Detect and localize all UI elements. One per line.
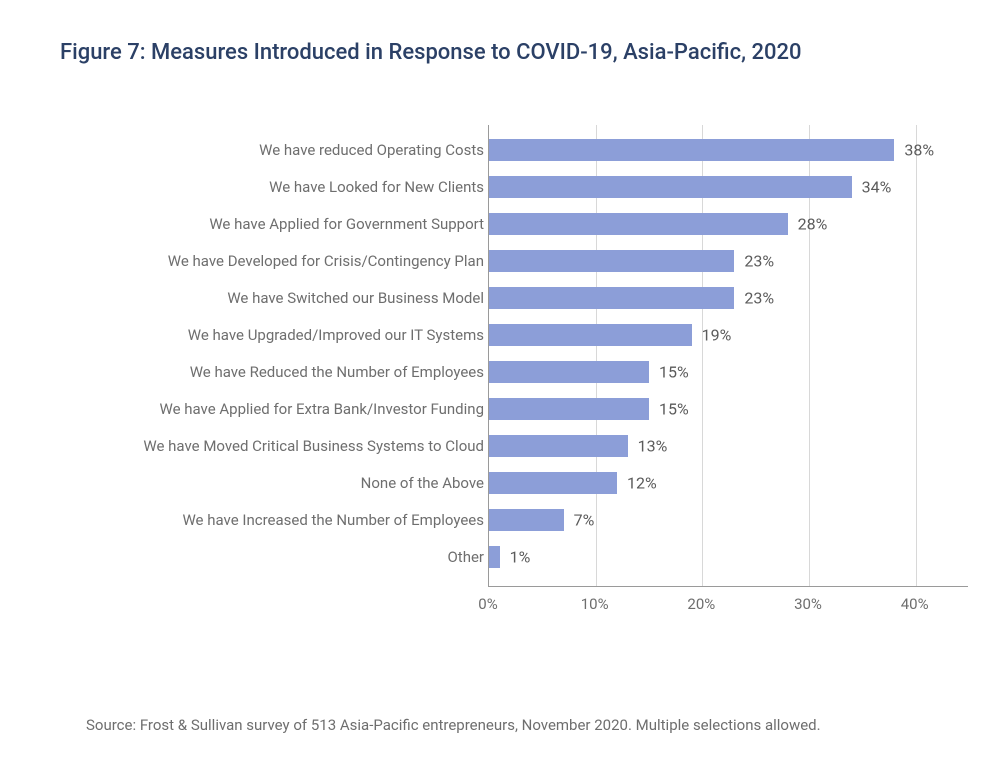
category-label: We have Applied for Government Support	[84, 215, 484, 233]
bar-row: We have Moved Critical Business Systems …	[80, 435, 980, 457]
x-tick-label: 20%	[676, 595, 726, 613]
bar-row: We have Looked for New Clients 34%	[80, 176, 980, 198]
value-label: 23%	[744, 252, 774, 271]
value-label: 13%	[638, 437, 668, 456]
bar	[489, 287, 734, 309]
category-label: We have Increased the Number of Employee…	[84, 511, 484, 529]
bar	[489, 361, 649, 383]
bar	[489, 176, 852, 198]
bar	[489, 509, 564, 531]
bar-row: We have Reduced the Number of Employees 1…	[80, 361, 980, 383]
category-label: We have Moved Critical Business Systems …	[84, 437, 484, 455]
bar-row: We have Applied for Government Support 28…	[80, 213, 980, 235]
bar	[489, 546, 500, 568]
value-label: 19%	[702, 326, 732, 345]
bar-row: We have Upgraded/Improved our IT Systems…	[80, 324, 980, 346]
value-label: 1%	[510, 548, 531, 567]
bar-row: Other 1%	[80, 546, 980, 568]
x-tick-label: 10%	[570, 595, 620, 613]
bar	[489, 250, 734, 272]
value-label: 15%	[659, 363, 689, 382]
bar-row: We have Switched our Business Model 23%	[80, 287, 980, 309]
value-label: 23%	[744, 289, 774, 308]
value-label: 15%	[659, 400, 689, 419]
page: Figure 7: Measures Introduced in Respons…	[0, 0, 1000, 778]
bar-row: We have Applied for Extra Bank/Investor …	[80, 398, 980, 420]
category-label: None of the Above	[84, 474, 484, 492]
category-label: We have Reduced the Number of Employees	[84, 363, 484, 381]
x-tick-label: 30%	[783, 595, 833, 613]
bar-row: We have reduced Operating Costs 38%	[80, 139, 980, 161]
value-label: 28%	[798, 215, 828, 234]
category-label: We have Upgraded/Improved our IT Systems	[84, 326, 484, 344]
x-tick-label: 40%	[890, 595, 940, 613]
bar	[489, 213, 788, 235]
value-label: 34%	[862, 178, 892, 197]
category-label: We have Applied for Extra Bank/Investor …	[84, 400, 484, 418]
figure-title: Figure 7: Measures Introduced in Respons…	[60, 40, 940, 65]
bar	[489, 472, 617, 494]
category-label: We have Switched our Business Model	[84, 289, 484, 307]
category-label: We have reduced Operating Costs	[84, 141, 484, 159]
bar	[489, 139, 894, 161]
category-label: We have Developed for Crisis/Contingency…	[84, 252, 484, 270]
bar-row: We have Developed for Crisis/Contingency…	[80, 250, 980, 272]
value-label: 7%	[574, 511, 595, 530]
bar	[489, 398, 649, 420]
x-tick-label: 0%	[463, 595, 513, 613]
chart: 0% 10% 20% 30% 40% We have reduced Operating …	[80, 125, 980, 645]
category-label: We have Looked for New Clients	[84, 178, 484, 196]
bar-row: We have Increased the Number of Employee…	[80, 509, 980, 531]
bar-row: None of the Above 12%	[80, 472, 980, 494]
category-label: Other	[84, 548, 484, 566]
source-note: Source: Frost & Sullivan survey of 513 A…	[86, 716, 821, 734]
bar	[489, 324, 692, 346]
bar	[489, 435, 628, 457]
value-label: 38%	[904, 141, 934, 160]
value-label: 12%	[627, 474, 657, 493]
